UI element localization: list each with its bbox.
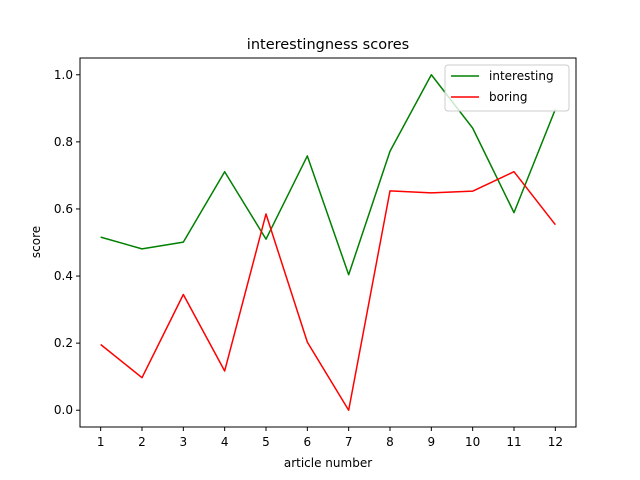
series-line-boring (100, 170, 556, 411)
plot-area (79, 57, 577, 428)
y-tick-label: 0.0 (54, 403, 73, 417)
y-tick-label: 1.0 (54, 68, 73, 82)
y-axis-label: score (29, 226, 43, 258)
x-axis-label: article number (284, 456, 372, 470)
series-line-interesting (100, 74, 557, 276)
x-tick-label: 11 (506, 435, 521, 449)
legend: interesting boring (444, 64, 570, 112)
x-tick-label: 6 (304, 435, 312, 449)
legend-label-interesting: interesting (489, 69, 554, 83)
legend-label-boring: boring (489, 90, 527, 104)
x-tick-label: 10 (465, 435, 480, 449)
x-tick-label: 9 (428, 435, 436, 449)
y-tick-label: 0.2 (54, 336, 73, 350)
y-tick-label: 0.8 (54, 135, 73, 149)
x-tick-label: 5 (262, 435, 270, 449)
chart-title: interestingness scores (247, 37, 409, 53)
y-axis: 0.0 0.2 0.4 0.6 0.8 1.0 (54, 68, 80, 417)
x-tick-label: 12 (548, 435, 563, 449)
x-tick-label: 2 (138, 435, 146, 449)
y-tick-label: 0.4 (54, 269, 73, 283)
x-tick-label: 3 (180, 435, 188, 449)
x-tick-label: 8 (386, 435, 394, 449)
x-axis: 1 2 3 4 5 6 7 8 9 10 11 12 (97, 427, 563, 449)
series-layer (100, 74, 557, 411)
x-tick-label: 7 (345, 435, 353, 449)
y-tick-label: 0.6 (54, 202, 73, 216)
x-tick-label: 1 (97, 435, 105, 449)
x-tick-label: 4 (221, 435, 229, 449)
